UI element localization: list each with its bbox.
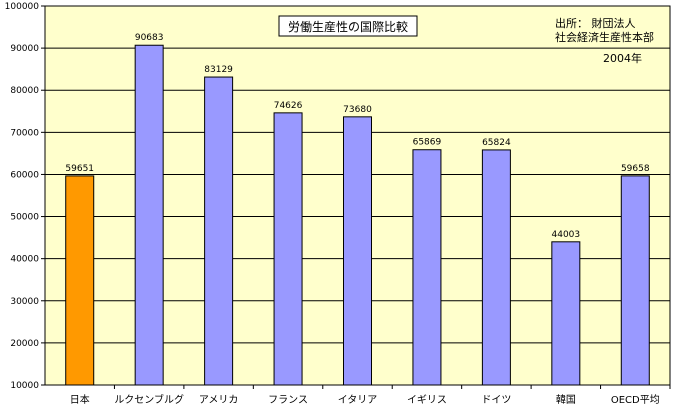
y-tick-label: 30000 — [10, 297, 39, 307]
x-category-label-4: フランス — [268, 394, 308, 406]
data-label-7: 65824 — [482, 138, 511, 148]
x-axis-categories: 日本 ルクセンブルグ アメリカ フランス イタリア イギリス ドイツ 韓国 OECD平均 — [70, 385, 671, 406]
data-labels: 59651 90683 83129 74626 73680 65869 65824 44003… — [65, 33, 649, 240]
data-label-5: 73680 — [343, 105, 372, 115]
y-tick-label: 50000 — [10, 213, 39, 223]
y-tick-label: 60000 — [10, 170, 39, 180]
data-label-3: 83129 — [204, 65, 233, 75]
bar-7 — [481, 149, 511, 386]
bar-1 — [65, 175, 95, 386]
year-note: 2004年 — [603, 51, 642, 65]
x-category-label-2: ルクセンブルグ — [114, 393, 184, 406]
y-tick-label: 70000 — [10, 128, 39, 138]
bar-2 — [134, 44, 164, 386]
bar-3 — [204, 76, 234, 386]
data-label-8: 44003 — [552, 230, 581, 240]
x-category-label-1: 日本 — [70, 393, 90, 406]
data-label-1: 59651 — [65, 164, 94, 174]
y-tick-label: 100000 — [5, 2, 40, 12]
x-category-label-3: アメリカ — [199, 394, 239, 406]
chart-title-box: 労働生産性の国際比較 — [278, 15, 418, 37]
data-label-4: 74626 — [274, 101, 303, 111]
y-axis-ticks: 10000 20000 30000 40000 50000 60000 70000 80000… — [5, 2, 45, 391]
x-category-label-7: ドイツ — [481, 395, 511, 406]
data-label-6: 65869 — [413, 138, 442, 148]
bar-4 — [273, 112, 303, 386]
source-line-2: 社会経済生産性本部 — [555, 30, 654, 44]
chart-title: 労働生産性の国際比較 — [288, 19, 408, 34]
data-label-2: 90683 — [135, 33, 164, 43]
x-category-label-8: 韓国 — [556, 394, 576, 406]
y-tick-label: 90000 — [10, 44, 39, 54]
bar-9 — [620, 175, 650, 386]
source-line-1: 出所： 財団法人 — [555, 16, 636, 30]
bar-6 — [412, 149, 442, 386]
y-tick-label: 20000 — [10, 339, 39, 349]
y-tick-label: 80000 — [10, 86, 39, 96]
bars — [65, 44, 650, 386]
x-category-label-6: イギリス — [407, 394, 447, 406]
bar-8 — [551, 241, 581, 386]
x-category-label-5: イタリア — [338, 394, 378, 406]
y-tick-label: 10000 — [10, 381, 39, 391]
bar-5 — [343, 116, 372, 386]
x-category-label-9: OECD平均 — [611, 394, 660, 406]
y-tick-label: 40000 — [10, 255, 39, 265]
data-label-9: 59658 — [621, 164, 650, 174]
